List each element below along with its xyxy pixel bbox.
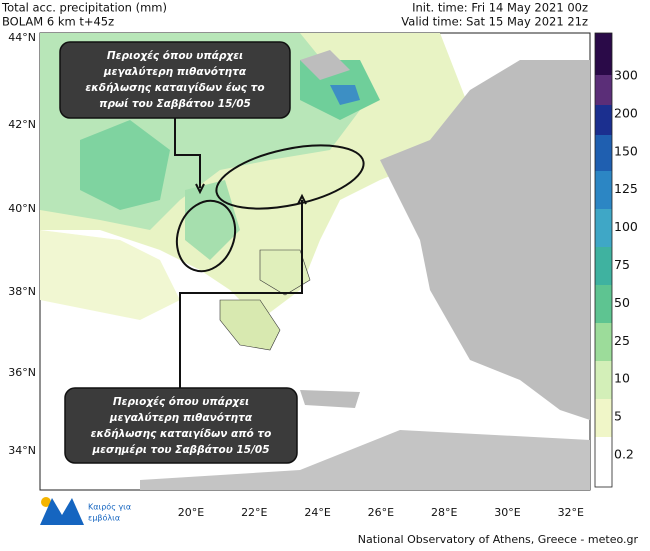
- colorbar-label: 50: [614, 295, 630, 310]
- latitude-label: 36°N: [8, 366, 36, 379]
- annotation-text: μεγαλύτερη πιθανότητα: [109, 412, 253, 424]
- colorbar-label: 125: [614, 181, 638, 196]
- latitude-label: 38°N: [8, 285, 36, 298]
- header-right: Valid time: Sat 15 May 2021 21z: [401, 15, 588, 29]
- latitude-label: 34°N: [8, 444, 36, 457]
- annotation-box: [59, 41, 291, 119]
- longitude-label: 26°E: [368, 506, 394, 519]
- annotation-text: εκδήλωσης καταιγίδων από το: [91, 428, 272, 440]
- colorbar-label: 5: [614, 409, 622, 424]
- latitude-label: 42°N: [8, 118, 36, 131]
- colorbar-label: 25: [614, 333, 630, 348]
- annotation-box: [64, 387, 298, 464]
- longitude-label: 28°E: [431, 506, 457, 519]
- colorbar-label: 0.2: [614, 447, 634, 462]
- longitude-label: 32°E: [558, 506, 584, 519]
- longitude-label: 22°E: [241, 506, 267, 519]
- longitude-label: 24°E: [304, 506, 330, 519]
- colorbar-label: 150: [614, 143, 638, 158]
- annotation-shapes: [174, 118, 365, 388]
- annotation-text: μεγαλύτερη πιθανότητα: [103, 66, 247, 78]
- longitude-label: 20°E: [178, 506, 204, 519]
- annotation-text: εκδήλωσης καταιγίδων έως το: [85, 82, 264, 94]
- header-right: Init. time: Fri 14 May 2021 00z: [412, 1, 588, 15]
- latitude-label: 40°N: [8, 202, 36, 215]
- latitude-label: 44°N: [8, 31, 36, 44]
- header-left: Total acc. precipitation (mm): [1, 1, 167, 15]
- colorbar-label: 75: [614, 257, 630, 272]
- colorbar: [594, 32, 613, 488]
- footer: National Observatory of Athens, Greece -…: [358, 533, 639, 546]
- colorbar-label: 10: [614, 371, 630, 386]
- colorbar-label: 200: [614, 105, 638, 120]
- annotation-boxes: Περιοχές όπου υπάρχει μεγαλύτερη πιθανότη…: [59, 41, 298, 464]
- annotation-text: Περιοχές όπου υπάρχει: [107, 50, 243, 62]
- annotation-text: Περιοχές όπου υπάρχει: [113, 396, 249, 408]
- logo-text: Καιρός για: [88, 502, 131, 512]
- header-left: BOLAM 6 km t+45z: [2, 15, 114, 29]
- colorbar-label: 300: [614, 68, 638, 83]
- annotation-text: μεσημέρι του Σαββάτου 15/05: [91, 444, 269, 456]
- logo: [40, 497, 84, 525]
- logo-text: εμβόλια: [88, 513, 120, 523]
- longitude-label: 30°E: [494, 506, 520, 519]
- colorbar-label: 100: [614, 219, 638, 234]
- annotation-text: πρωί του Σαββάτου 15/05: [99, 98, 251, 110]
